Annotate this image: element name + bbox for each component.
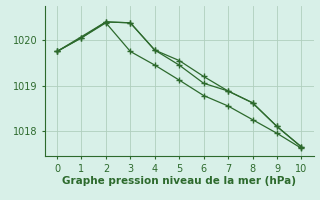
- X-axis label: Graphe pression niveau de la mer (hPa): Graphe pression niveau de la mer (hPa): [62, 176, 296, 186]
